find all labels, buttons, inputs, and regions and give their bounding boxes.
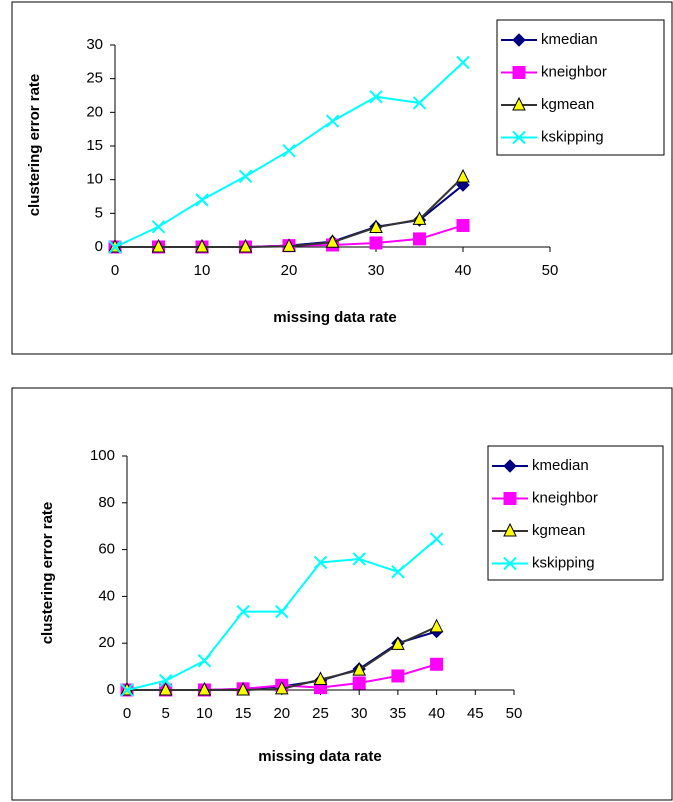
data-point — [195, 193, 209, 207]
data-point — [197, 681, 212, 696]
legend-label: kneighbor — [532, 489, 598, 506]
legend-box — [487, 445, 664, 581]
data-point — [412, 96, 427, 110]
y-tick-label: 80 — [98, 494, 115, 511]
series-line — [114, 61, 464, 248]
data-point — [352, 661, 367, 676]
data-point — [195, 238, 209, 253]
x-tick-label: 20 — [281, 262, 298, 279]
data-point — [274, 680, 289, 695]
x-tick-label: 40 — [428, 705, 445, 722]
legend-label: kgmean — [541, 96, 594, 113]
y-tick-label: 5 — [95, 204, 103, 221]
series-line — [115, 184, 464, 248]
data-point — [275, 604, 289, 619]
x-tick-label: 15 — [235, 705, 252, 722]
legend-marker — [512, 96, 526, 111]
legend-marker — [503, 492, 517, 505]
data-point — [282, 144, 296, 158]
y-tick-label: 20 — [98, 634, 115, 651]
data-point — [151, 238, 166, 253]
y-tick-label: 25 — [86, 70, 103, 87]
legend-label: kskipping — [541, 128, 604, 145]
data-point — [236, 604, 250, 619]
x-axis-label: missing data rate — [273, 309, 396, 326]
x-tick-label: 10 — [194, 262, 211, 279]
data-point — [313, 555, 328, 570]
data-point — [197, 654, 212, 668]
legend-label: kgmean — [532, 522, 585, 539]
data-point — [120, 683, 134, 697]
x-tick-label: 10 — [196, 705, 213, 722]
data-point — [236, 681, 250, 696]
data-point — [369, 236, 383, 250]
data-point — [158, 681, 173, 696]
legend-label: kskipping — [532, 554, 595, 571]
y-tick-label: 60 — [98, 541, 115, 558]
data-point — [391, 669, 405, 683]
data-point — [238, 238, 253, 253]
x-tick-label: 35 — [390, 705, 407, 722]
legend-marker — [512, 66, 526, 79]
data-point — [412, 211, 427, 225]
data-point — [456, 168, 470, 183]
data-point — [456, 55, 470, 70]
y-axis-label: clustering error rate — [39, 502, 56, 645]
series-line — [126, 538, 438, 691]
data-point — [313, 671, 328, 685]
data-point — [352, 676, 366, 690]
data-point — [456, 218, 470, 232]
chart-frame — [11, 387, 673, 801]
data-point — [369, 219, 383, 233]
data-point — [282, 238, 296, 252]
x-axis-label: missing data rate — [258, 748, 381, 765]
x-tick-label: 30 — [351, 705, 368, 722]
chart-frame — [11, 1, 673, 355]
legend-marker — [503, 459, 517, 473]
y-tick-label: 10 — [86, 171, 103, 188]
y-tick-label: 20 — [86, 103, 103, 120]
legend-label: kmedian — [532, 457, 589, 474]
data-point — [325, 114, 340, 128]
y-tick-label: 30 — [86, 36, 103, 53]
legend-label: kmedian — [541, 31, 598, 48]
x-tick-label: 0 — [111, 262, 119, 279]
data-point — [238, 169, 253, 184]
x-tick-label: 20 — [273, 705, 290, 722]
x-tick-label: 40 — [455, 262, 472, 279]
legend-marker — [512, 130, 526, 145]
y-tick-label: 0 — [95, 238, 103, 255]
y-tick-label: 15 — [86, 137, 103, 154]
x-tick-label: 50 — [542, 262, 559, 279]
data-point — [391, 636, 405, 650]
data-point — [413, 232, 426, 246]
data-point — [429, 618, 444, 633]
legend-marker — [512, 33, 526, 47]
legend-label: kneighbor — [541, 63, 607, 80]
data-point — [430, 657, 444, 671]
y-tick-label: 0 — [107, 681, 115, 698]
x-tick-label: 45 — [467, 705, 484, 722]
data-point — [325, 234, 340, 248]
x-tick-label: 5 — [162, 705, 170, 722]
x-tick-label: 25 — [312, 705, 329, 722]
data-point — [429, 532, 444, 546]
y-tick-label: 100 — [90, 447, 115, 464]
y-tick-label: 40 — [98, 587, 115, 604]
series-line — [115, 176, 464, 248]
data-point — [151, 220, 166, 234]
data-point — [352, 552, 366, 566]
x-tick-label: 30 — [368, 262, 385, 279]
x-tick-label: 50 — [506, 705, 523, 722]
data-point — [158, 673, 173, 688]
data-point — [369, 90, 383, 104]
x-tick-label: 0 — [123, 705, 131, 722]
legend-marker — [503, 556, 517, 571]
data-point — [391, 565, 405, 579]
y-axis-label: clustering error rate — [26, 74, 43, 217]
data-point — [108, 240, 122, 254]
legend-marker — [503, 522, 517, 537]
